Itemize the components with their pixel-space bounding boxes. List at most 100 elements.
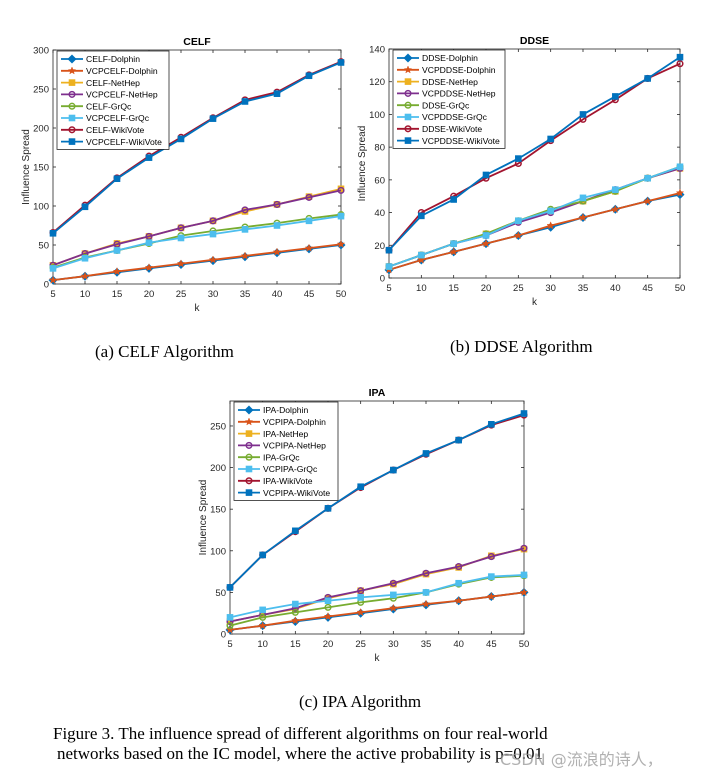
data-point-square xyxy=(241,226,249,233)
series-VCPDDSE-GrQc xyxy=(385,163,684,270)
series-line xyxy=(52,61,342,234)
data-point-square xyxy=(226,584,234,591)
data-point-square xyxy=(612,186,619,193)
data-point-star xyxy=(546,221,555,230)
figure-caption-line1: Figure 3. The influence spread of differ… xyxy=(53,724,548,743)
series-line xyxy=(229,412,525,589)
data-point-square xyxy=(579,111,587,118)
legend-label: IPA-WikiVote xyxy=(263,476,313,486)
series-VCPIPA-NetHep xyxy=(226,544,528,626)
y-axis-label: Influence Spread xyxy=(21,129,32,205)
data-point-square xyxy=(385,263,393,270)
data-point-star xyxy=(389,603,398,612)
x-tick-label: 10 xyxy=(80,289,91,300)
data-point-square xyxy=(390,591,397,599)
data-point-square xyxy=(422,450,430,457)
x-tick-label: 5 xyxy=(386,283,391,294)
data-point-square xyxy=(357,483,364,491)
data-point-star xyxy=(421,599,431,608)
y-tick-label: 140 xyxy=(369,45,385,56)
legend-label: CELF-WikiVote xyxy=(86,125,144,135)
x-tick-label: 40 xyxy=(453,639,464,650)
data-point-square xyxy=(482,232,490,239)
data-point-star xyxy=(176,259,186,268)
y-tick-label: 200 xyxy=(33,124,49,135)
data-point-circle xyxy=(389,579,397,587)
data-point-square xyxy=(305,217,313,225)
data-point-circle xyxy=(245,477,253,485)
data-point-square xyxy=(547,207,554,215)
legend-label: IPA-Dolphin xyxy=(263,405,308,415)
x-tick-label: 40 xyxy=(272,289,283,300)
series-VCPCELF-GrQc xyxy=(49,212,345,272)
series-VCPIPA-WikiVote xyxy=(226,410,528,591)
data-point-star xyxy=(144,263,154,272)
x-tick-label: 35 xyxy=(578,283,589,294)
legend-label: VCPIPA-NetHep xyxy=(263,441,326,451)
x-tick-label: 20 xyxy=(481,283,492,294)
data-point-star xyxy=(487,592,496,601)
series-VCPCELF-Dolphin xyxy=(48,239,346,284)
data-point-star xyxy=(403,65,413,74)
data-point-square xyxy=(292,600,299,608)
data-point-circle xyxy=(68,126,76,134)
data-point-square xyxy=(418,251,425,259)
x-axis-label: k xyxy=(375,653,381,664)
data-point-star xyxy=(48,275,58,284)
data-point-circle xyxy=(324,603,332,611)
data-point-square xyxy=(482,171,490,179)
y-tick-label: 150 xyxy=(210,505,226,516)
y-tick-label: 300 xyxy=(33,46,49,57)
data-point-star xyxy=(272,247,282,256)
y-tick-label: 100 xyxy=(33,202,49,213)
legend: CELF-Dolphin VCPCELF-Dolphin CELF-NetHep VC… xyxy=(56,50,170,150)
x-tick-label: 40 xyxy=(610,283,621,294)
legend-label: VCPIPA-GrQc xyxy=(263,464,318,474)
data-point-circle xyxy=(209,217,217,225)
y-tick-label: 60 xyxy=(374,175,385,186)
series-line xyxy=(388,165,681,268)
legend-label: DDSE-NetHep xyxy=(422,77,478,87)
x-tick-label: 50 xyxy=(336,289,347,300)
data-point-star xyxy=(323,612,333,621)
data-point-square xyxy=(385,246,393,254)
data-point-star xyxy=(304,243,314,252)
data-point-circle xyxy=(245,453,253,461)
chart-ddse: 5 10 15 20 25 30 35 40 45 50 0 20 40 60 80 100 120 140 DDS… xyxy=(357,35,685,308)
x-tick-label: 15 xyxy=(290,639,301,650)
legend: IPA-Dolphin VCPIPA-Dolphin IPA-NetHep VCPIP… xyxy=(233,401,339,501)
y-tick-label: 40 xyxy=(374,208,385,219)
chart-celf: 5 10 15 20 25 30 35 40 45 50 0 50 100 150 200 250 300 CEL… xyxy=(21,36,346,314)
chart-title: DDSE xyxy=(520,35,549,47)
y-tick-label: 0 xyxy=(380,274,385,285)
data-point-star xyxy=(643,196,652,205)
data-point-circle xyxy=(226,622,234,630)
legend-label: VCPCELF-WikiVote xyxy=(86,137,162,147)
data-point-star xyxy=(225,625,235,634)
data-point-star xyxy=(240,251,250,260)
data-point-square xyxy=(324,505,332,512)
data-point-star xyxy=(675,188,685,197)
data-point-star xyxy=(67,66,77,75)
data-point-square xyxy=(305,72,313,80)
data-point-square xyxy=(520,410,528,417)
series-VCPIPA-Dolphin xyxy=(225,587,529,634)
x-tick-label: 20 xyxy=(323,639,334,650)
series-VCPIPA-GrQc xyxy=(226,571,528,621)
data-point-square xyxy=(177,135,185,143)
legend-label: IPA-NetHep xyxy=(263,429,308,439)
chart-ipa: 5 10 15 20 25 30 35 40 45 50 0 50 100 150 200 250 IPA k In… xyxy=(198,387,529,664)
data-point-star xyxy=(336,239,346,248)
data-point-circle xyxy=(676,60,684,68)
data-point-square xyxy=(273,90,281,97)
y-tick-label: 0 xyxy=(44,280,49,291)
data-point-circle xyxy=(245,441,253,449)
x-axis-label: k xyxy=(532,297,538,308)
legend-label: DDSE-Dolphin xyxy=(422,53,478,63)
data-point-square xyxy=(644,75,651,82)
data-point-square xyxy=(547,135,554,143)
data-point-diamond xyxy=(403,53,413,63)
data-point-square xyxy=(390,466,397,474)
x-tick-label: 5 xyxy=(227,639,232,650)
data-point-circle xyxy=(241,206,249,214)
